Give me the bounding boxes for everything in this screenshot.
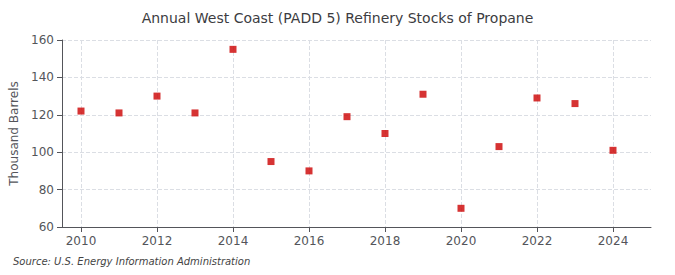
svg-text:2012: 2012 [142, 234, 173, 248]
svg-text:100: 100 [31, 145, 54, 159]
svg-text:2020: 2020 [446, 234, 477, 248]
svg-text:Thousand Barrels: Thousand Barrels [7, 81, 21, 186]
svg-text:60: 60 [39, 220, 54, 234]
svg-text:120: 120 [31, 108, 54, 122]
svg-text:80: 80 [39, 183, 54, 197]
svg-text:Annual West Coast (PADD 5) Ref: Annual West Coast (PADD 5) Refinery Stoc… [142, 10, 534, 26]
svg-text:Source: U.S. Energy Informatio: Source: U.S. Energy Information Administ… [13, 256, 250, 267]
svg-text:2016: 2016 [294, 234, 325, 248]
svg-text:2018: 2018 [370, 234, 401, 248]
svg-text:2024: 2024 [598, 234, 629, 248]
svg-text:2022: 2022 [522, 234, 553, 248]
svg-text:140: 140 [31, 70, 54, 84]
svg-text:2010: 2010 [66, 234, 97, 248]
svg-text:160: 160 [31, 33, 54, 47]
svg-text:2014: 2014 [218, 234, 249, 248]
